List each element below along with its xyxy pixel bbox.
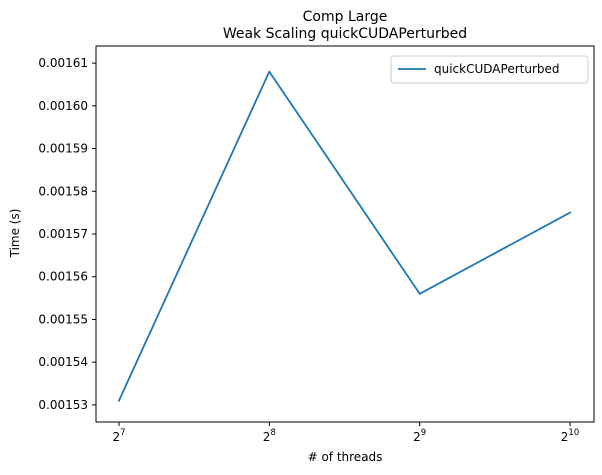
y-tick-label: 0.00156 (38, 270, 88, 284)
data-point (268, 70, 271, 73)
x-tick-base: 2 (561, 430, 569, 444)
data-point (418, 292, 421, 295)
y-axis-label: Time (s) (8, 209, 22, 259)
series-line (117, 70, 572, 402)
chart-title: Comp Large (303, 9, 388, 25)
x-axis-label: # of threads (308, 450, 383, 464)
x-tick-exponent: 8 (270, 428, 275, 438)
y-tick-label: 0.00161 (38, 56, 88, 70)
y-tick-label: 0.00157 (38, 227, 88, 241)
x-tick-exponent: 7 (120, 428, 125, 438)
axes-frame (95, 45, 595, 423)
y-tick-label: 0.00158 (38, 184, 88, 198)
chart-subtitle: Weak Scaling quickCUDAPerturbed (223, 26, 467, 42)
x-tick-exponent: 10 (568, 428, 579, 438)
x-tick-base: 2 (263, 430, 271, 444)
x-tick-label: 28 (263, 428, 276, 444)
x-tick-exponent: 9 (421, 428, 426, 438)
legend-frame (390, 55, 589, 84)
y-tick-label: 0.00154 (38, 355, 88, 369)
x-tick-label: 27 (112, 428, 125, 444)
data-point (118, 399, 120, 402)
x-tick-label: 29 (413, 428, 426, 444)
x-tick-base: 2 (413, 430, 421, 444)
plot-area (95, 45, 595, 423)
x-tick-label: 210 (561, 428, 579, 444)
y-tick-label: 0.00160 (38, 99, 88, 113)
y-axis-ticks: 0.00153 0.00154 0.00155 0.00156 0.00157 0.001… (38, 56, 96, 412)
legend-label: quickCUDAPerturbed (434, 62, 560, 76)
x-axis-ticks: 27 28 29 210 (112, 422, 579, 444)
y-tick-label: 0.00153 (38, 398, 88, 412)
series-layer (117, 70, 572, 402)
x-tick-base: 2 (112, 430, 120, 444)
y-tick-label: 0.00155 (38, 312, 88, 326)
y-tick-label: 0.00159 (38, 142, 88, 156)
legend: quickCUDAPerturbed (390, 55, 589, 84)
data-point (569, 211, 571, 214)
